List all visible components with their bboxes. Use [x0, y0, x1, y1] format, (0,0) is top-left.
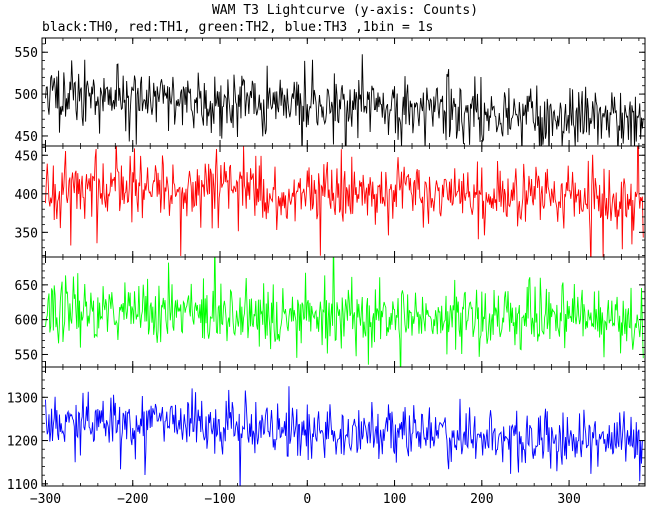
panel-frame — [41, 366, 646, 487]
y-tick-label: 350 — [15, 226, 38, 241]
x-tick-label: 300 — [557, 492, 580, 505]
x-tick-label: −300 — [30, 492, 61, 505]
panel-th2: 550 600 650 — [15, 256, 646, 368]
y-tick-label: 550 — [15, 46, 38, 61]
x-tick-label: 200 — [470, 492, 493, 505]
series-line-th0 — [45, 54, 644, 146]
y-tick-label: 450 — [15, 149, 38, 164]
panel-th1: 350 400 450 — [15, 145, 646, 258]
y-tick-label: 600 — [15, 314, 38, 329]
y-tick-label: 650 — [15, 279, 38, 294]
series-line-th1 — [45, 146, 644, 257]
y-tick-label: 400 — [15, 188, 38, 203]
chart-title: WAM T3 Lightcurve (y-axis: Counts) — [212, 3, 478, 18]
series-line-th3 — [45, 386, 644, 486]
x-axis: −300 −200 −100 0 100 200 300 — [30, 492, 581, 505]
x-tick-label: −200 — [117, 492, 148, 505]
y-tick-label: 1300 — [7, 391, 38, 406]
y-tick-label: 550 — [15, 348, 38, 363]
y-tick-label: 500 — [15, 88, 38, 103]
y-tick-label: 450 — [15, 130, 38, 145]
panel-th3: 1100 1200 1300 — [7, 366, 646, 493]
panels-group: 450 500 550 350 400 450 550 600 650 1100 1200 1300 — [7, 37, 646, 493]
panel-th0: 450 500 550 — [15, 37, 646, 147]
x-tick-label: 100 — [383, 492, 406, 505]
y-tick-label: 1200 — [7, 435, 38, 450]
x-tick-label: 0 — [303, 492, 311, 505]
chart-subtitle: black:TH0, red:TH1, green:TH2, blue:TH3 … — [42, 20, 433, 35]
series-line-th2 — [45, 257, 644, 367]
panel-frame — [41, 37, 646, 147]
x-tick-label: −100 — [204, 492, 235, 505]
y-tick-label: 1100 — [7, 478, 38, 493]
